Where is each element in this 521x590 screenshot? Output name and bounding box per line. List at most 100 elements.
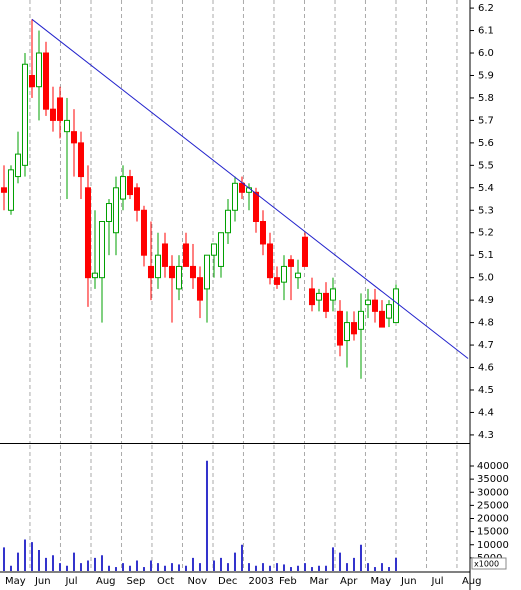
volume-bar bbox=[289, 567, 292, 571]
candle-body bbox=[147, 265, 154, 279]
volume-bar bbox=[324, 565, 327, 571]
volume-bar bbox=[16, 552, 19, 571]
x-tick-label: May bbox=[5, 576, 26, 587]
candle-body bbox=[238, 182, 245, 193]
volume-bar bbox=[380, 563, 383, 571]
volume-bar bbox=[114, 567, 117, 571]
volume-bar bbox=[191, 557, 194, 571]
volume-bar bbox=[226, 563, 229, 571]
y-tick-label: 4.3 bbox=[478, 430, 494, 441]
x-tick-label: Jun bbox=[34, 576, 51, 587]
x-tick-label: Jul bbox=[64, 576, 77, 587]
candle-body bbox=[175, 265, 182, 290]
x-tick-label: Apr bbox=[340, 576, 358, 587]
volume-bar bbox=[212, 560, 215, 571]
y-tick-label: 25000 bbox=[477, 500, 509, 511]
volume-bar bbox=[303, 563, 306, 571]
candle-body bbox=[28, 74, 35, 88]
volume-bar bbox=[338, 552, 341, 571]
candle-body bbox=[336, 310, 343, 346]
volume-bar bbox=[331, 547, 334, 571]
y-tick-label: 6.2 bbox=[478, 3, 494, 14]
candle-body bbox=[371, 299, 378, 312]
candle-body bbox=[126, 176, 133, 196]
candle-body bbox=[385, 304, 392, 319]
candle-body bbox=[49, 108, 56, 121]
x-tick-label: Sep bbox=[127, 576, 146, 587]
x-tick-label: May bbox=[370, 576, 391, 587]
volume-bar bbox=[121, 563, 124, 571]
volume-bar bbox=[345, 563, 348, 571]
volume-bar bbox=[65, 565, 68, 571]
candle-body bbox=[35, 52, 42, 88]
y-tick-label: 5.2 bbox=[478, 228, 494, 239]
volume-bar bbox=[58, 563, 61, 571]
volume-bar bbox=[177, 564, 180, 571]
y-tick-label: 4.7 bbox=[478, 340, 494, 351]
volume-bar bbox=[254, 565, 257, 571]
candle-body bbox=[77, 142, 84, 178]
candle-body bbox=[301, 236, 308, 267]
y-tick-label: 5.4 bbox=[478, 183, 494, 194]
volume-bar bbox=[107, 565, 110, 571]
candle-body bbox=[140, 209, 147, 256]
candle-body bbox=[378, 310, 385, 328]
candle-body bbox=[203, 254, 210, 290]
candle-body bbox=[70, 131, 77, 144]
volume-bar bbox=[44, 557, 47, 571]
x-tick-label: Aug bbox=[96, 576, 116, 587]
volume-bar bbox=[51, 555, 54, 571]
y-tick-label: 5.8 bbox=[478, 93, 494, 104]
volume-bar bbox=[240, 544, 243, 571]
volume-bar bbox=[156, 563, 159, 571]
volume-bar bbox=[268, 565, 271, 571]
x-tick-label: Nov bbox=[187, 576, 207, 587]
candle-body bbox=[294, 272, 301, 279]
volume-bar bbox=[135, 560, 138, 571]
volume-bar bbox=[233, 552, 236, 571]
volume-bar bbox=[275, 563, 278, 571]
y-tick-label: 35000 bbox=[477, 474, 509, 485]
candle-body bbox=[91, 272, 98, 279]
y-tick-label: 5.1 bbox=[478, 250, 494, 261]
y-tick-label: 30000 bbox=[477, 487, 509, 498]
candle-body bbox=[259, 221, 266, 245]
candle-body bbox=[280, 265, 287, 283]
volume-bar bbox=[37, 550, 40, 571]
volume-bar bbox=[170, 563, 173, 571]
volume-bar bbox=[352, 557, 355, 571]
volume-bar bbox=[93, 557, 96, 571]
trend-line bbox=[31, 18, 469, 359]
y-tick-label: 10000 bbox=[477, 540, 509, 551]
candle-body bbox=[196, 277, 203, 301]
x-tick-label: Feb bbox=[279, 576, 297, 587]
y-tick-label: 5.7 bbox=[478, 115, 494, 126]
y-tick-label: 4.9 bbox=[478, 295, 494, 306]
candle-body bbox=[168, 265, 175, 279]
volume-bar bbox=[30, 542, 33, 571]
volume-bar bbox=[205, 460, 208, 571]
x-tick-label: Mar bbox=[310, 576, 330, 587]
candle-body bbox=[350, 322, 357, 335]
y-tick-label: 40000 bbox=[477, 461, 509, 472]
candle-body bbox=[343, 322, 350, 342]
candle-body bbox=[112, 187, 119, 234]
volume-bar bbox=[387, 567, 390, 571]
volume-bar bbox=[366, 563, 369, 571]
candle-body bbox=[63, 119, 70, 133]
candle-body bbox=[7, 169, 14, 211]
candle-body bbox=[224, 209, 231, 234]
candle-body bbox=[252, 191, 259, 222]
y-tick-label: 5.9 bbox=[478, 70, 494, 81]
y-tick-label: 20000 bbox=[477, 514, 509, 525]
volume-bar bbox=[79, 563, 82, 571]
volume-bar bbox=[2, 547, 5, 571]
y-tick-label: 6.1 bbox=[478, 26, 494, 37]
candle-body bbox=[105, 203, 112, 222]
volume-bar bbox=[142, 567, 145, 571]
candle-body bbox=[357, 310, 364, 330]
volume-bar bbox=[310, 567, 313, 571]
